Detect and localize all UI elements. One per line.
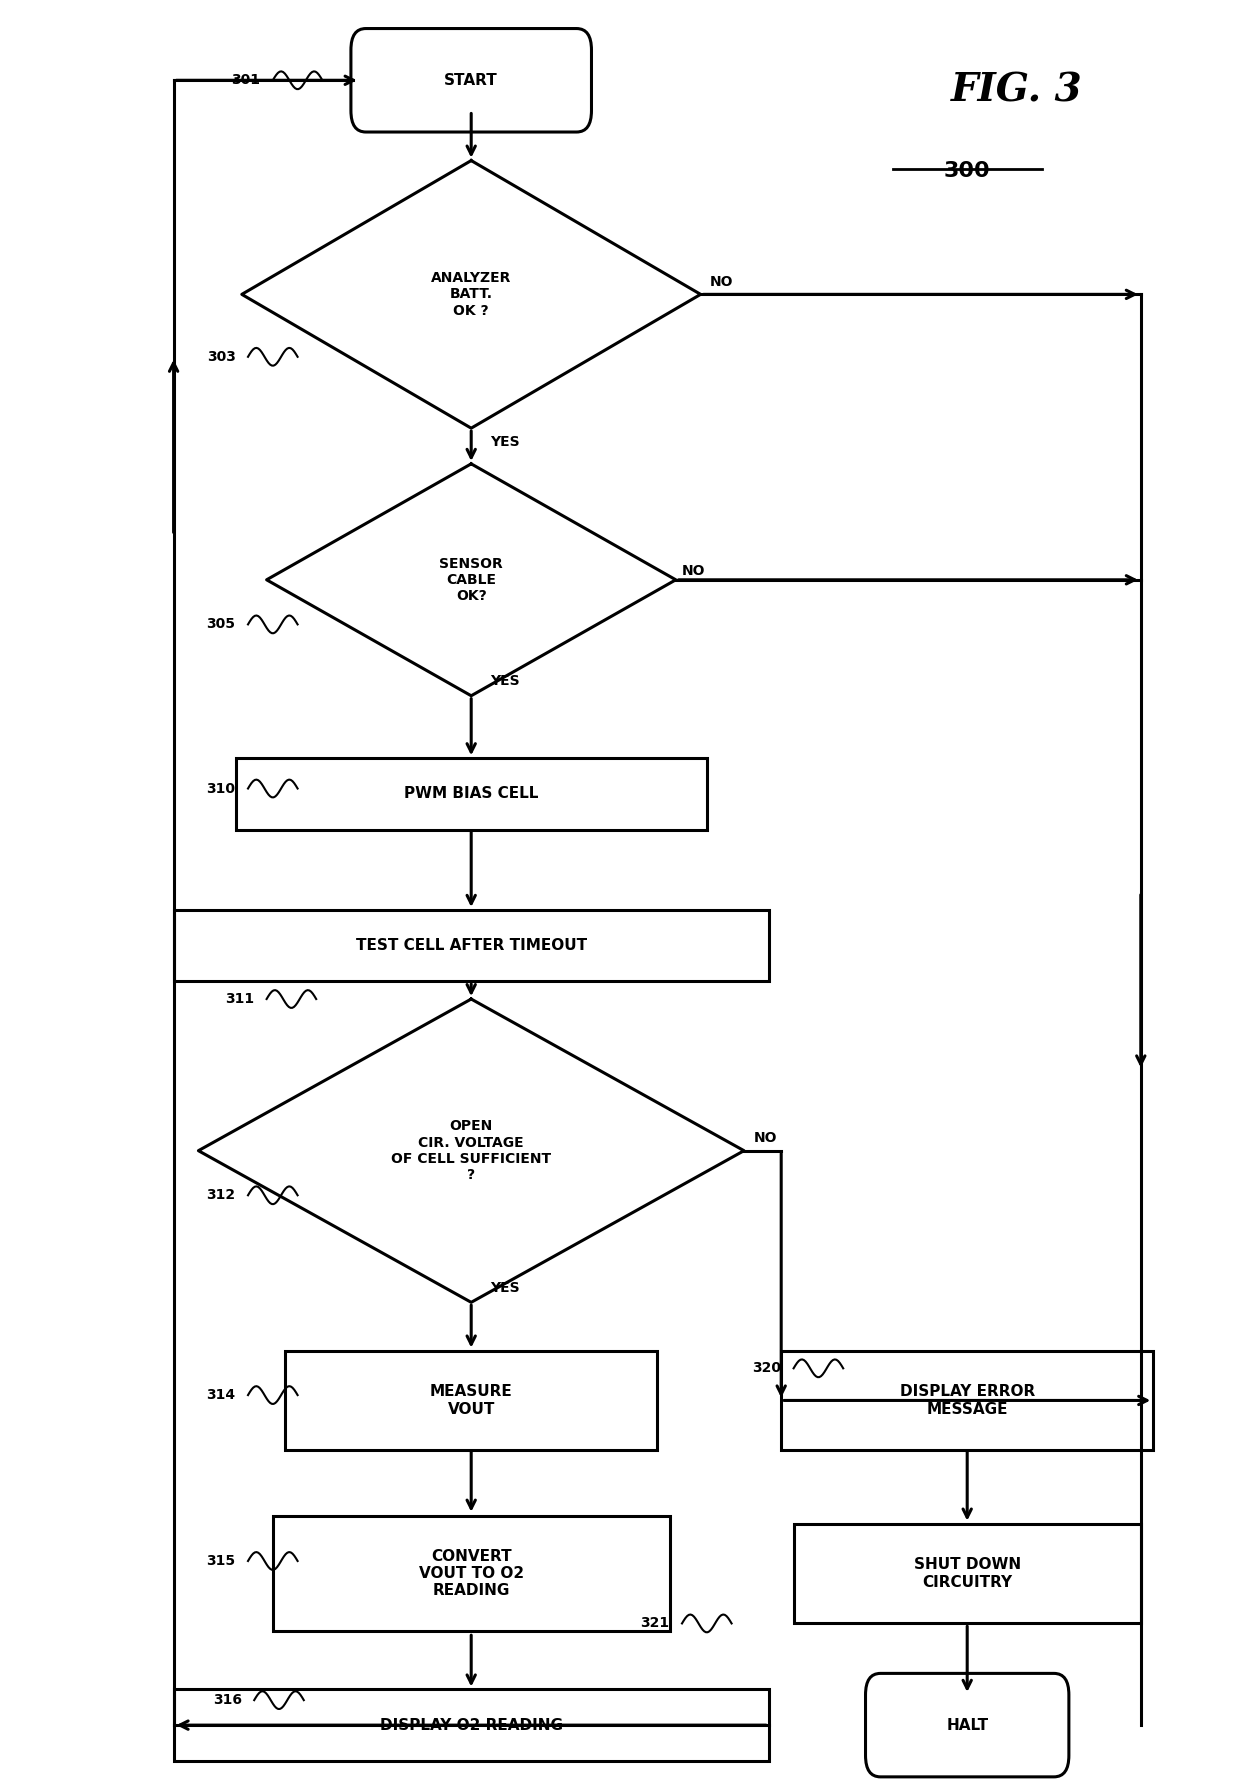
Text: 305: 305	[207, 617, 236, 632]
FancyBboxPatch shape	[866, 1673, 1069, 1777]
Text: 316: 316	[213, 1693, 242, 1707]
Text: YES: YES	[490, 674, 520, 689]
Text: OPEN
CIR. VOLTAGE
OF CELL SUFFICIENT
?: OPEN CIR. VOLTAGE OF CELL SUFFICIENT ?	[391, 1119, 552, 1183]
Text: PWM BIAS CELL: PWM BIAS CELL	[404, 787, 538, 801]
Bar	[781, 1352, 1153, 1449]
Text: FIG. 3: FIG. 3	[951, 71, 1083, 109]
Bar	[794, 1524, 1141, 1623]
Text: 320: 320	[753, 1361, 781, 1375]
Text: DISPLAY O2 READING: DISPLAY O2 READING	[379, 1718, 563, 1732]
Polygon shape	[242, 161, 701, 428]
FancyBboxPatch shape	[351, 29, 591, 132]
Text: 303: 303	[207, 350, 236, 364]
Text: MEASURE
VOUT: MEASURE VOUT	[430, 1384, 512, 1416]
Text: SENSOR
CABLE
OK?: SENSOR CABLE OK?	[439, 557, 503, 603]
Bar	[273, 1516, 670, 1631]
Text: ANALYZER
BATT.
OK ?: ANALYZER BATT. OK ?	[432, 271, 511, 318]
Text: HALT: HALT	[946, 1718, 988, 1732]
Text: YES: YES	[490, 1281, 520, 1295]
Text: YES: YES	[490, 435, 520, 450]
Text: 321: 321	[641, 1616, 670, 1631]
Text: START: START	[444, 73, 498, 87]
Bar	[236, 758, 707, 830]
Text: 311: 311	[226, 992, 254, 1006]
Text: DISPLAY ERROR
MESSAGE: DISPLAY ERROR MESSAGE	[899, 1384, 1035, 1416]
Text: 312: 312	[207, 1188, 236, 1202]
Text: 300: 300	[944, 161, 991, 180]
Polygon shape	[198, 999, 744, 1302]
Bar	[285, 1352, 657, 1449]
Text: SHUT DOWN
CIRCUITRY: SHUT DOWN CIRCUITRY	[914, 1557, 1021, 1590]
Text: NO: NO	[709, 275, 733, 289]
Bar	[174, 1689, 769, 1761]
Text: CONVERT
VOUT TO O2
READING: CONVERT VOUT TO O2 READING	[419, 1549, 523, 1598]
Text: 310: 310	[207, 781, 236, 796]
Text: NO: NO	[754, 1131, 777, 1145]
Text: TEST CELL AFTER TIMEOUT: TEST CELL AFTER TIMEOUT	[356, 938, 587, 953]
Bar	[174, 910, 769, 981]
Text: NO: NO	[682, 564, 706, 578]
Text: 301: 301	[232, 73, 260, 87]
Text: 314: 314	[207, 1388, 236, 1402]
Text: 315: 315	[207, 1554, 236, 1568]
Polygon shape	[267, 464, 676, 696]
